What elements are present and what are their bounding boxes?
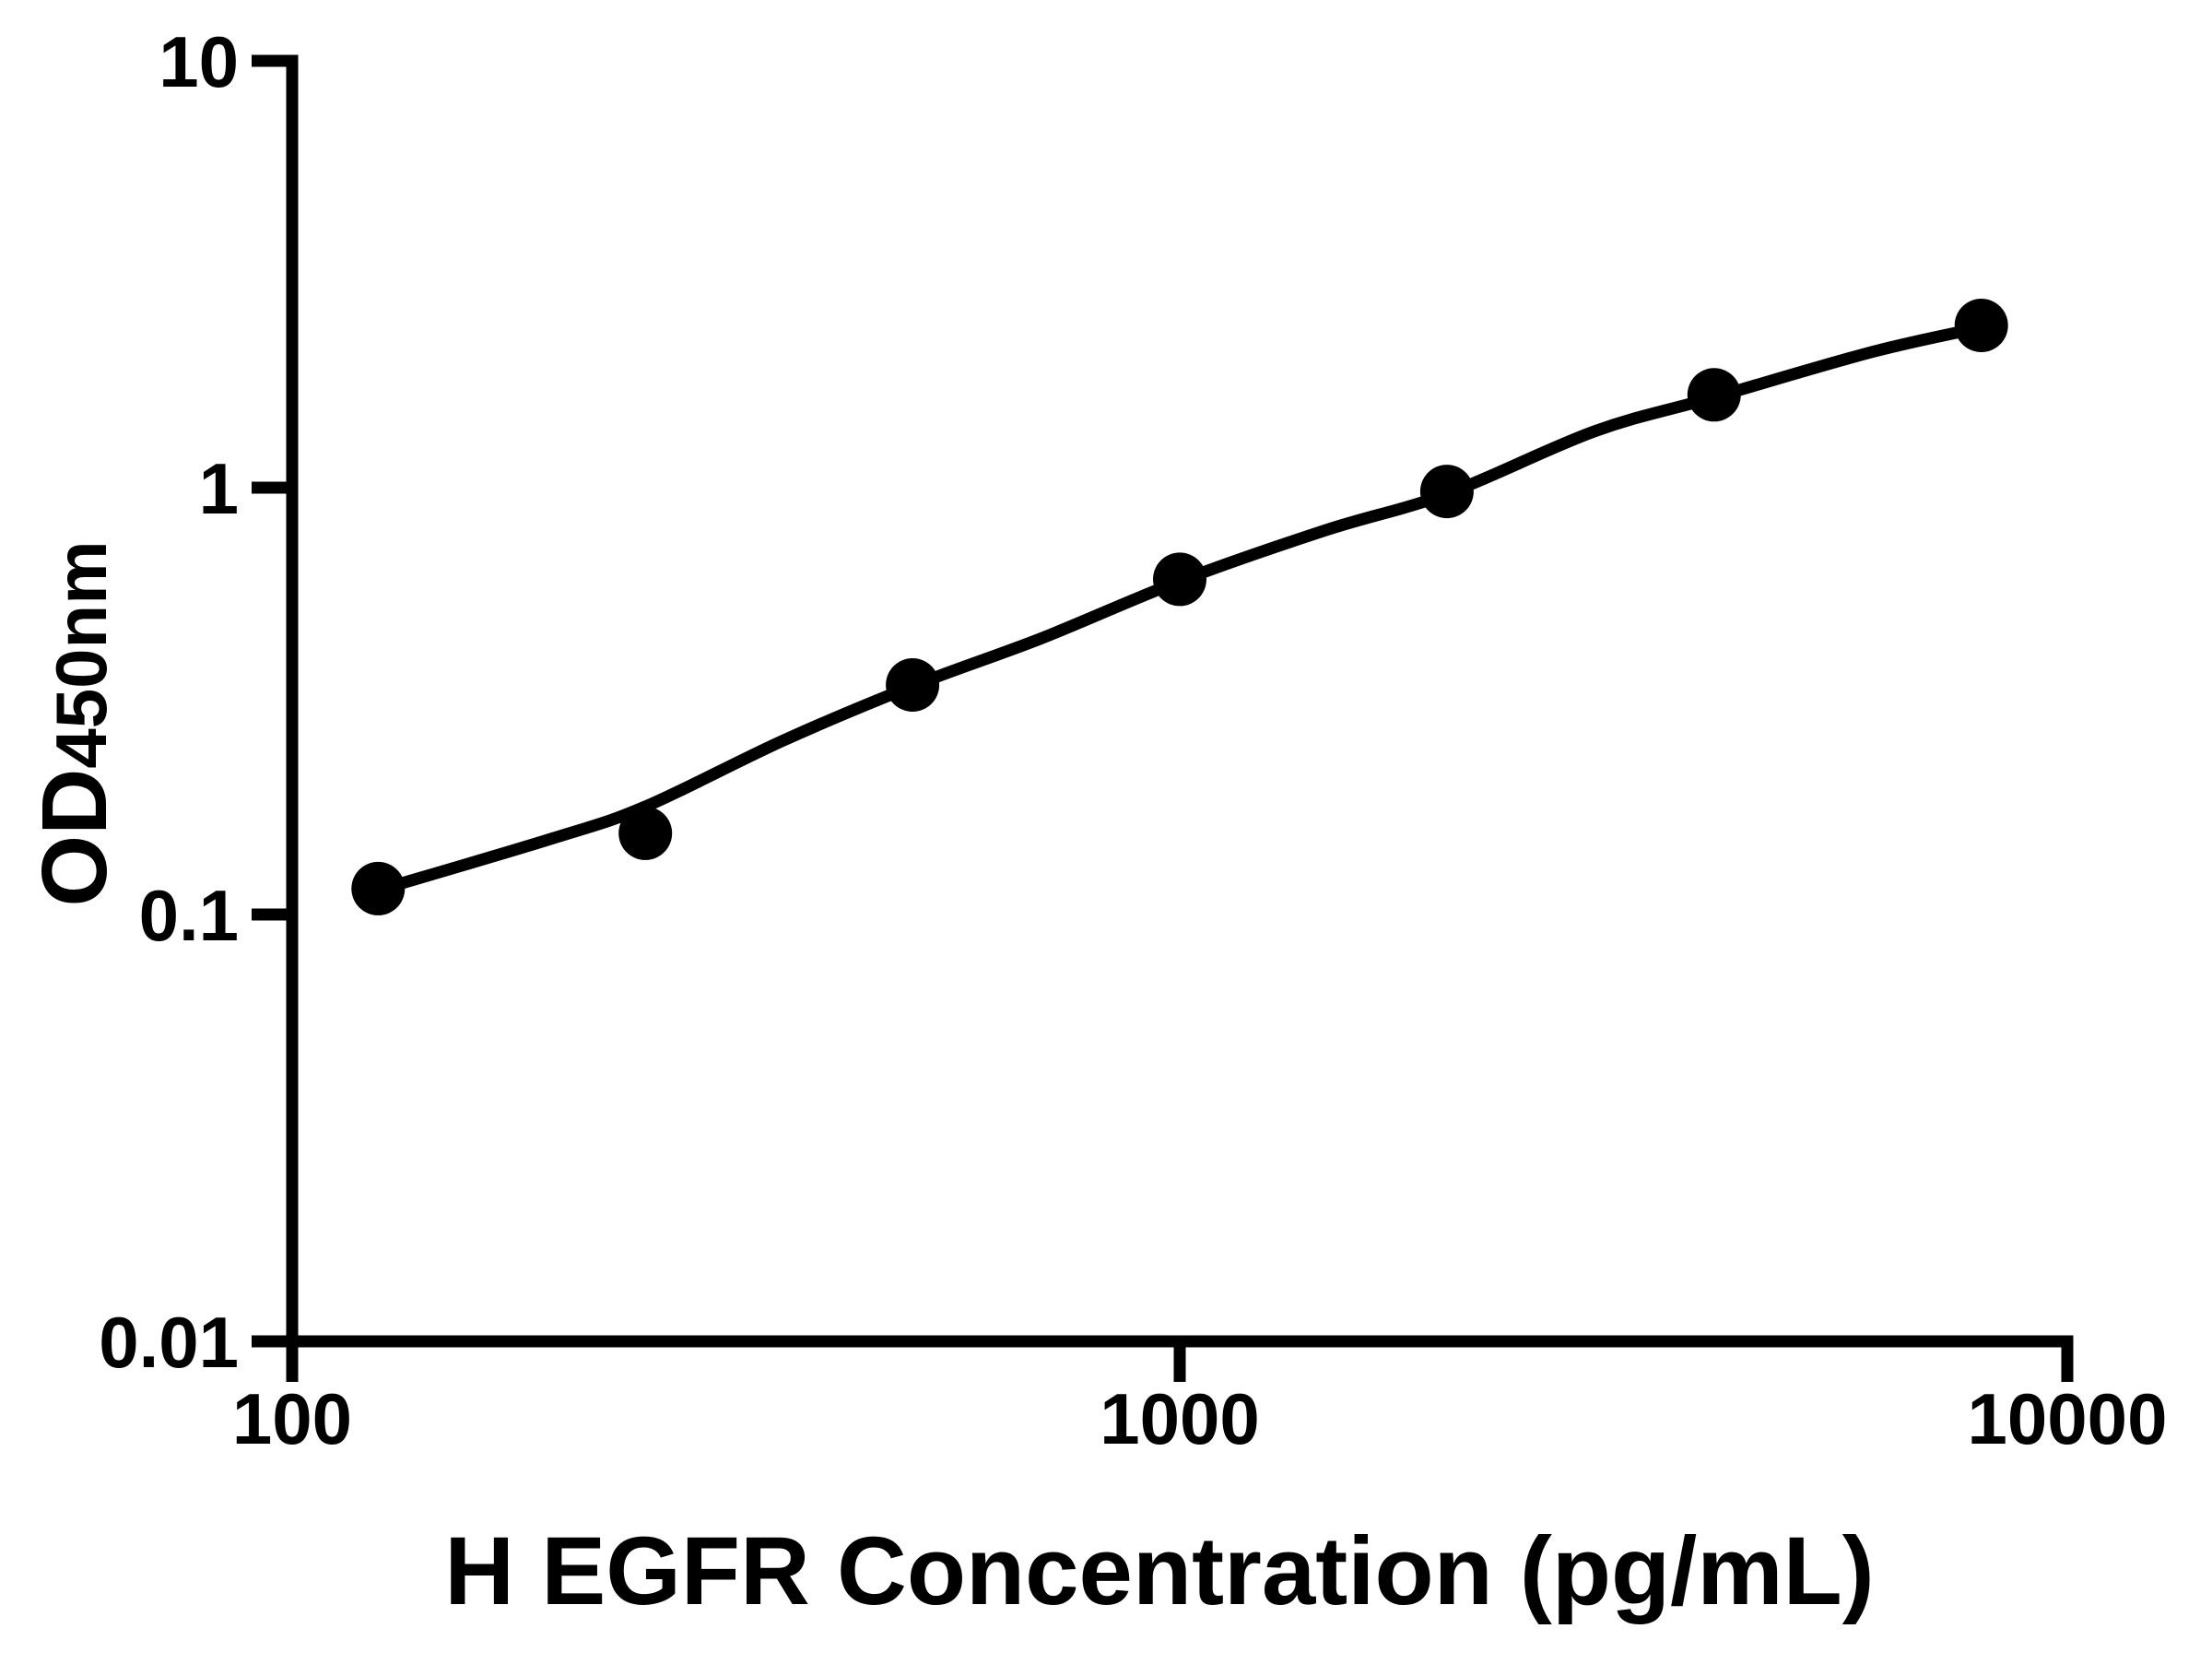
- data-point: [618, 806, 673, 860]
- y-axis-title-subscript: 450nm: [41, 540, 122, 768]
- y-tick-label: 10: [159, 21, 239, 102]
- y-tick-label: 0.1: [139, 875, 239, 956]
- data-point: [351, 861, 406, 915]
- y-axis-title: OD450nm: [23, 540, 126, 906]
- x-ticks-group: 100 1000 10000: [232, 1341, 2168, 1459]
- data-point: [1687, 368, 1741, 422]
- x-tick-label: 100: [232, 1378, 352, 1459]
- x-tick-label: 10000: [1968, 1378, 2168, 1459]
- data-points-group: [351, 299, 2008, 915]
- y-axis-title-main: OD: [23, 769, 126, 907]
- y-ticks-group: 10 1 0.1 0.01: [99, 21, 292, 1383]
- x-tick-label: 1000: [1100, 1378, 1260, 1459]
- data-point: [1954, 299, 2008, 352]
- y-tick-label: 1: [199, 448, 239, 529]
- fit-curve-line: [371, 321, 1988, 897]
- x-axis-title: H EGFR Concentration (pg/mL): [444, 1517, 1875, 1625]
- y-tick-label: 0.01: [99, 1302, 239, 1383]
- data-point: [1153, 552, 1206, 607]
- data-point: [1419, 465, 1474, 519]
- data-point: [886, 658, 940, 712]
